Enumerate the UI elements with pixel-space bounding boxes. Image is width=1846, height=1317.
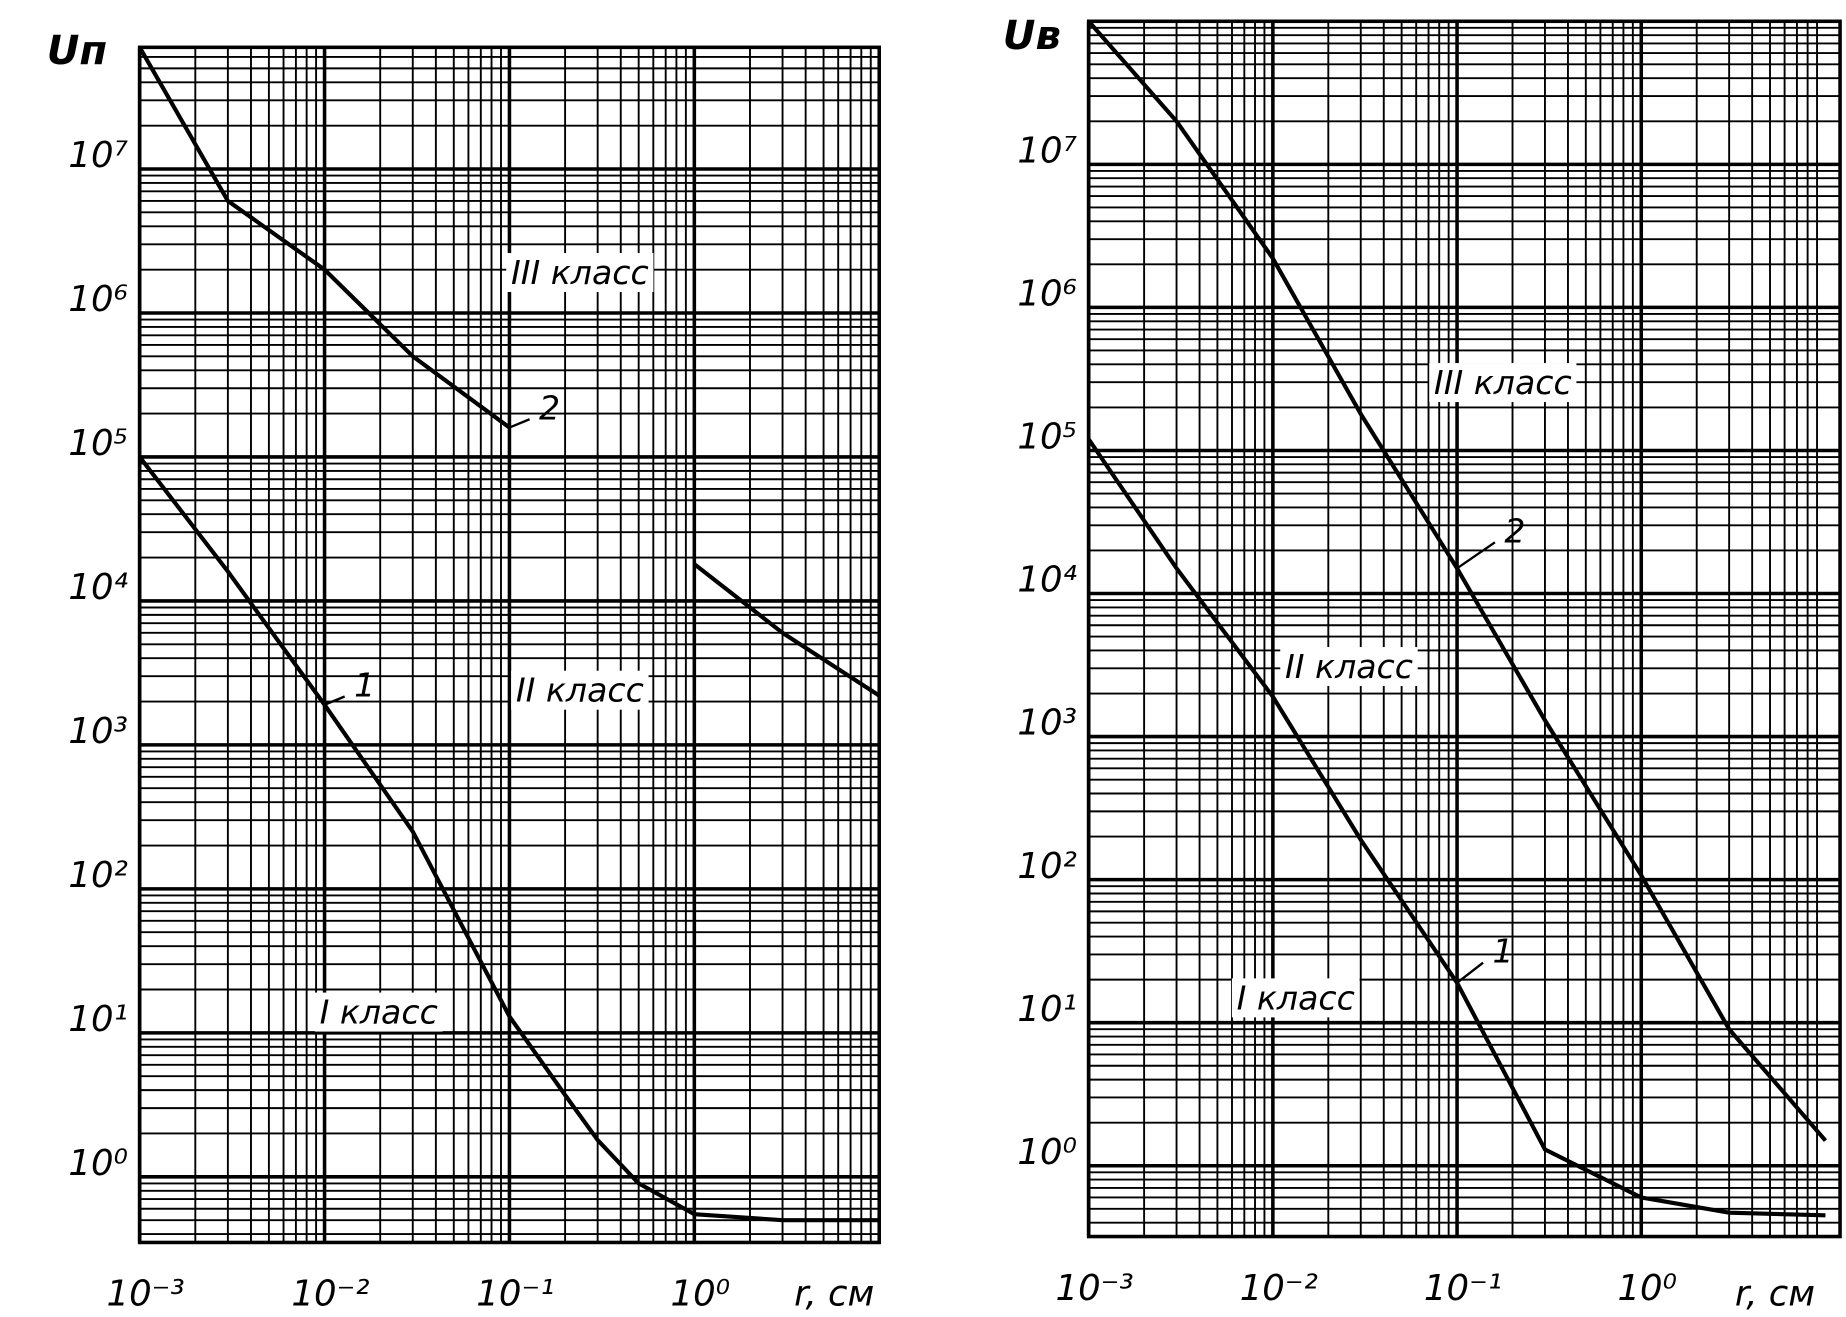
region-label: I класс [320,993,438,1032]
region-label: II класс [516,671,644,710]
y-tick-label: 10¹ [1017,989,1076,1030]
curve-label: 2 [1504,511,1525,550]
curve-label: 1 [354,666,375,705]
region-label: I класс [1237,978,1355,1017]
x-tick-label: 10⁻¹ [1424,1268,1502,1309]
label-background [506,253,654,293]
x-tick-label: 10⁰ [671,1274,730,1315]
region-label: II класс [1285,647,1413,686]
curve-label: 1 [1493,932,1514,971]
region-label: III класс [511,253,649,292]
x-tick-label: 10⁻¹ [476,1274,554,1315]
y-tick-label: 10⁶ [68,279,127,320]
y-tick-label: 10⁵ [68,423,127,464]
x-tick-label: 10⁻³ [1056,1268,1134,1309]
curve [138,455,880,1223]
y-tick-label: 10³ [68,711,127,752]
label-background [1231,978,1360,1018]
y-axis-label: Uв [1003,13,1061,59]
label-background [314,992,443,1032]
plot-frame [137,45,881,1245]
x-axis-label: r, см [794,1274,874,1315]
y-tick-label: 10⁵ [1017,417,1076,458]
curve-label: 2 [539,388,560,427]
y-tick-label: 10¹ [68,999,127,1040]
y-tick-label: 10⁷ [1017,131,1076,172]
x-tick-label: 10⁻² [291,1274,369,1315]
curve [137,46,881,698]
label-background [1429,363,1577,403]
y-tick-label: 10⁴ [68,567,127,608]
label-background [511,670,649,710]
x-tick-label: 10⁻³ [107,1274,185,1315]
y-tick-label: 10² [68,855,127,896]
y-tick-label: 10⁴ [1017,560,1076,601]
y-tick-label: 10⁷ [68,135,127,176]
region-label: III класс [1434,363,1572,402]
leader-line [324,695,346,706]
plot-frame [1086,19,1842,1239]
y-axis-label: Uп [47,28,107,74]
y-tick-label: 10⁶ [1017,274,1076,315]
x-tick-label: 10⁰ [1617,1268,1676,1309]
label-background [1280,647,1418,687]
x-tick-label: 10⁻² [1240,1268,1318,1309]
leader-line [1456,961,1484,984]
y-tick-label: 10³ [1017,703,1076,744]
x-axis-label: r, см [1735,1274,1815,1315]
y-tick-label: 10⁰ [68,1143,127,1184]
leader-line [1456,541,1496,570]
y-tick-label: 10⁰ [1017,1132,1076,1173]
leader-line [508,418,531,429]
y-tick-label: 10² [1017,846,1076,887]
